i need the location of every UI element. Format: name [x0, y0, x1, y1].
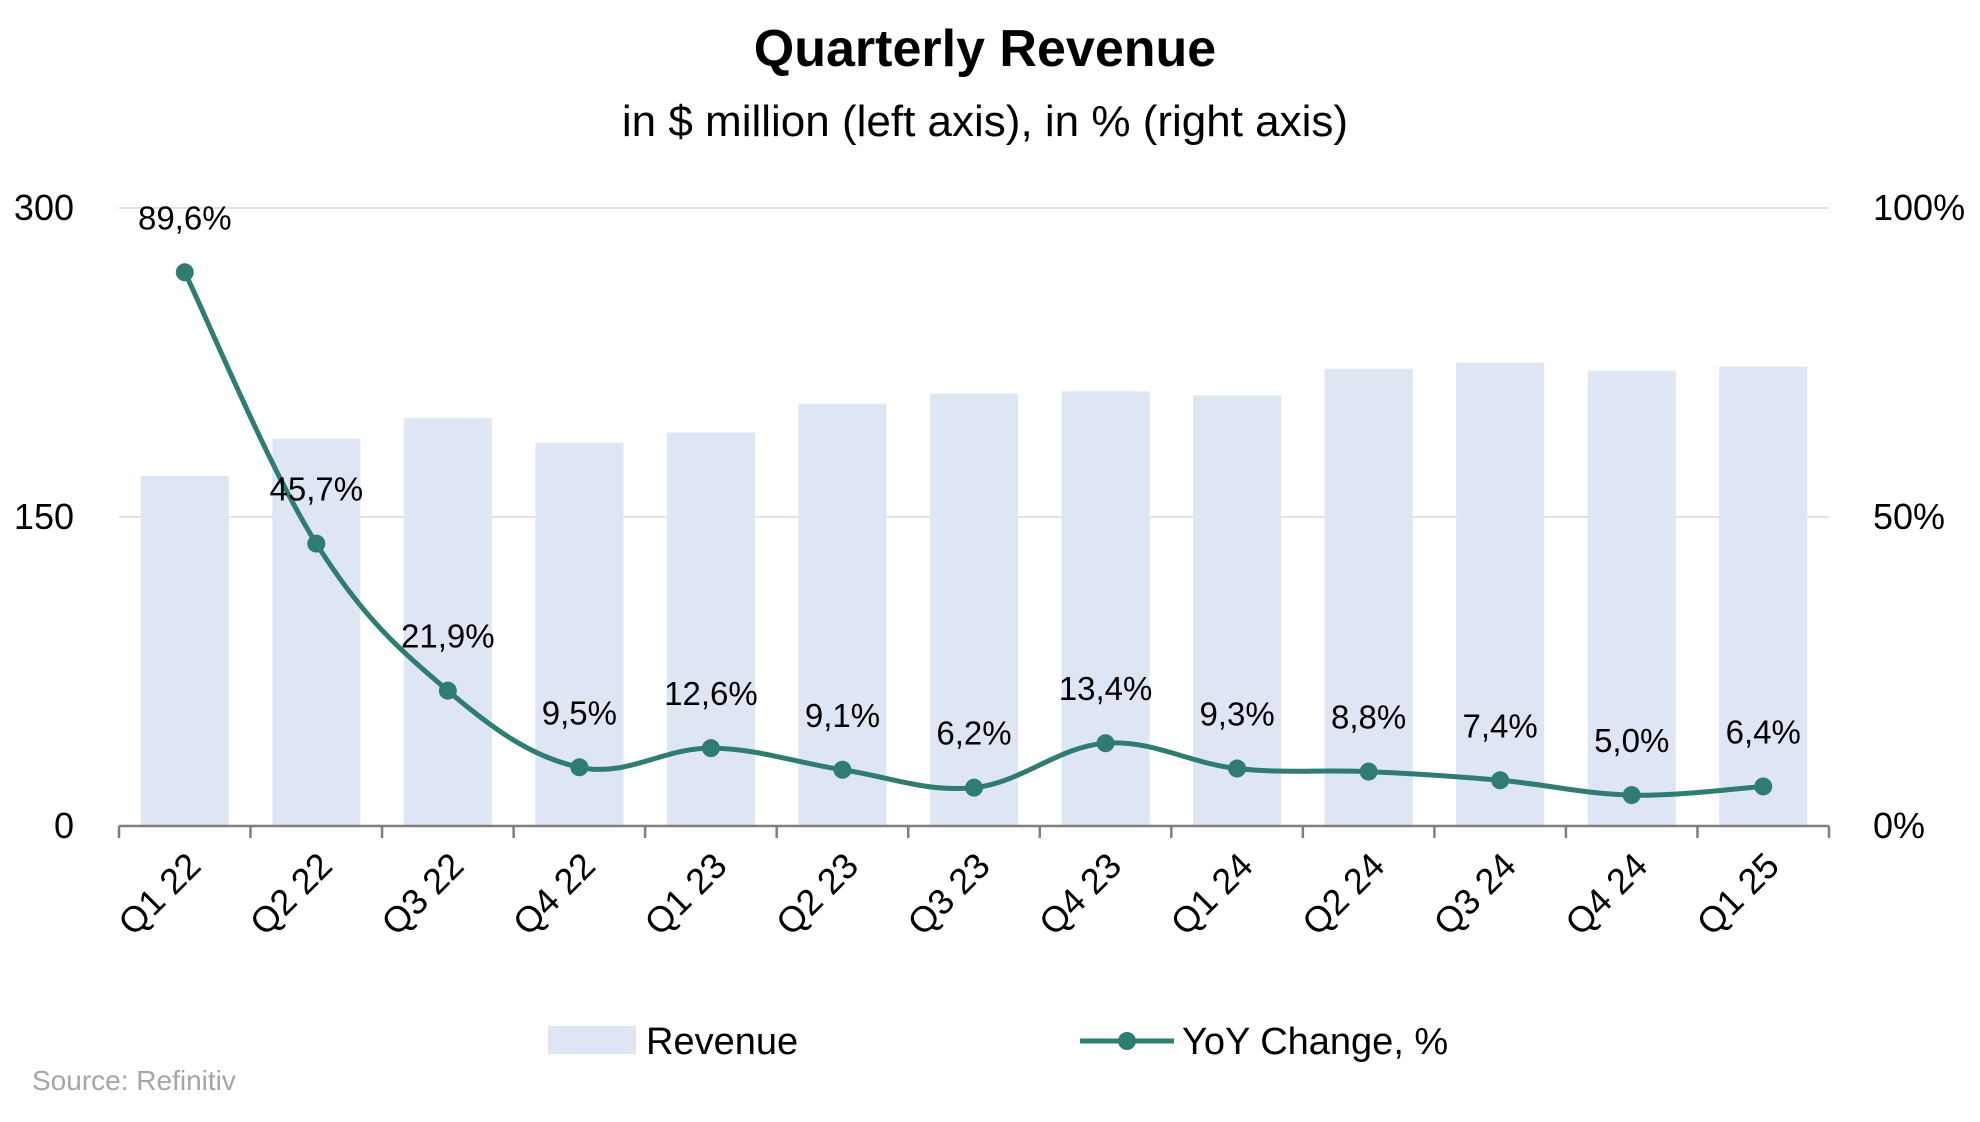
- yoy-label-q2-23: 9,1%: [805, 697, 880, 734]
- bar-q3-23: [929, 393, 1019, 826]
- yoy-point-q3-24: [1491, 771, 1510, 790]
- yoy-point-q3-22: [438, 681, 457, 700]
- chart-subtitle: in $ million (left axis), in % (right ax…: [622, 97, 1348, 146]
- bar-q1-25: [1719, 366, 1808, 826]
- x-tick-label-q4-23: Q4 23: [1031, 845, 1129, 943]
- x-tick-label-q1-25: Q1 25: [1689, 845, 1787, 943]
- revenue-bars: [140, 362, 1808, 826]
- bar-q4-24: [1587, 370, 1676, 826]
- x-tick-label-q2-23: Q2 23: [768, 845, 866, 943]
- bar-q4-23: [1061, 391, 1150, 826]
- yoy-label-q1-25: 6,4%: [1726, 713, 1801, 750]
- x-tick-label-q2-22: Q2 22: [242, 845, 340, 943]
- x-tick-label-q3-23: Q3 23: [899, 845, 997, 943]
- yoy-label-q1-24: 9,3%: [1199, 696, 1274, 733]
- right-tick-label-0: 0%: [1873, 805, 1925, 846]
- x-tick-label-q3-22: Q3 22: [373, 845, 471, 943]
- legend-swatch-revenue: [548, 1026, 636, 1054]
- yoy-point-q2-24: [1359, 762, 1378, 781]
- yoy-label-q4-23: 13,4%: [1059, 670, 1153, 707]
- legend-label-yoy: YoY Change, %: [1182, 1021, 1448, 1063]
- x-tick-label-q1-22: Q1 22: [110, 845, 208, 943]
- yoy-label-q2-24: 8,8%: [1331, 699, 1406, 736]
- bar-q3-22: [403, 418, 492, 826]
- left-tick-label-0: 0: [54, 805, 74, 846]
- left-tick-label-1: 150: [14, 496, 74, 537]
- right-tick-label-1: 50%: [1873, 496, 1945, 537]
- yoy-point-q1-22: [175, 263, 194, 282]
- x-tick-label-q2-24: Q2 24: [1294, 845, 1392, 943]
- source-note: Source: Refinitiv: [32, 1065, 236, 1096]
- yoy-label-q3-23: 6,2%: [936, 715, 1011, 752]
- yoy-label-q1-23: 12,6%: [664, 675, 758, 712]
- x-tick-label-q1-23: Q1 23: [636, 845, 734, 943]
- yoy-line: [175, 263, 1773, 805]
- x-tick-label-q3-24: Q3 24: [1425, 845, 1523, 943]
- yoy-label-q4-22: 9,5%: [542, 694, 617, 731]
- bar-q1-23: [666, 432, 755, 826]
- yoy-label-q4-24: 5,0%: [1594, 722, 1669, 759]
- x-tick-label-q1-24: Q1 24: [1162, 845, 1260, 943]
- bar-q2-22: [272, 438, 361, 826]
- yoy-label-q1-22: 89,6%: [138, 199, 232, 236]
- axes: [117, 824, 1831, 838]
- yoy-point-q4-22: [570, 758, 589, 777]
- right-tick-label-2: 100%: [1873, 187, 1965, 228]
- data-labels: 89,6% 45,7% 21,9% 9,5% 12,6% 9,1% 6,2% 13,4% 9,3…: [138, 199, 1801, 759]
- yoy-point-q1-23: [701, 739, 720, 758]
- bar-q1-22: [140, 475, 229, 826]
- yoy-point-q3-23: [965, 778, 983, 797]
- yoy-point-q4-23: [1096, 734, 1115, 753]
- yoy-point-q2-23: [833, 760, 852, 779]
- bar-q3-24: [1456, 362, 1545, 826]
- yoy-point-q4-24: [1622, 786, 1641, 805]
- legend: Revenue YoY Change, %: [548, 1021, 1448, 1063]
- chart-title: Quarterly Revenue: [754, 20, 1216, 78]
- yoy-line-path: [182, 271, 1764, 798]
- bar-q2-24: [1324, 368, 1413, 826]
- yoy-label-q3-24: 7,4%: [1463, 707, 1538, 744]
- left-tick-label-2: 300: [14, 187, 74, 228]
- yoy-point-q2-22: [307, 534, 326, 553]
- x-tick-label-q4-22: Q4 22: [505, 845, 603, 943]
- yoy-label-q2-22: 45,7%: [270, 471, 364, 508]
- bar-q1-24: [1193, 395, 1282, 826]
- yoy-point-q1-24: [1228, 759, 1247, 778]
- yoy-point-q1-25: [1754, 777, 1773, 796]
- legend-swatch-yoy-marker: [1118, 1032, 1136, 1050]
- x-tick-label-q4-24: Q4 24: [1557, 845, 1655, 943]
- bar-q2-23: [798, 403, 887, 826]
- yoy-label-q3-22: 21,9%: [401, 618, 495, 655]
- legend-label-revenue: Revenue: [646, 1021, 798, 1063]
